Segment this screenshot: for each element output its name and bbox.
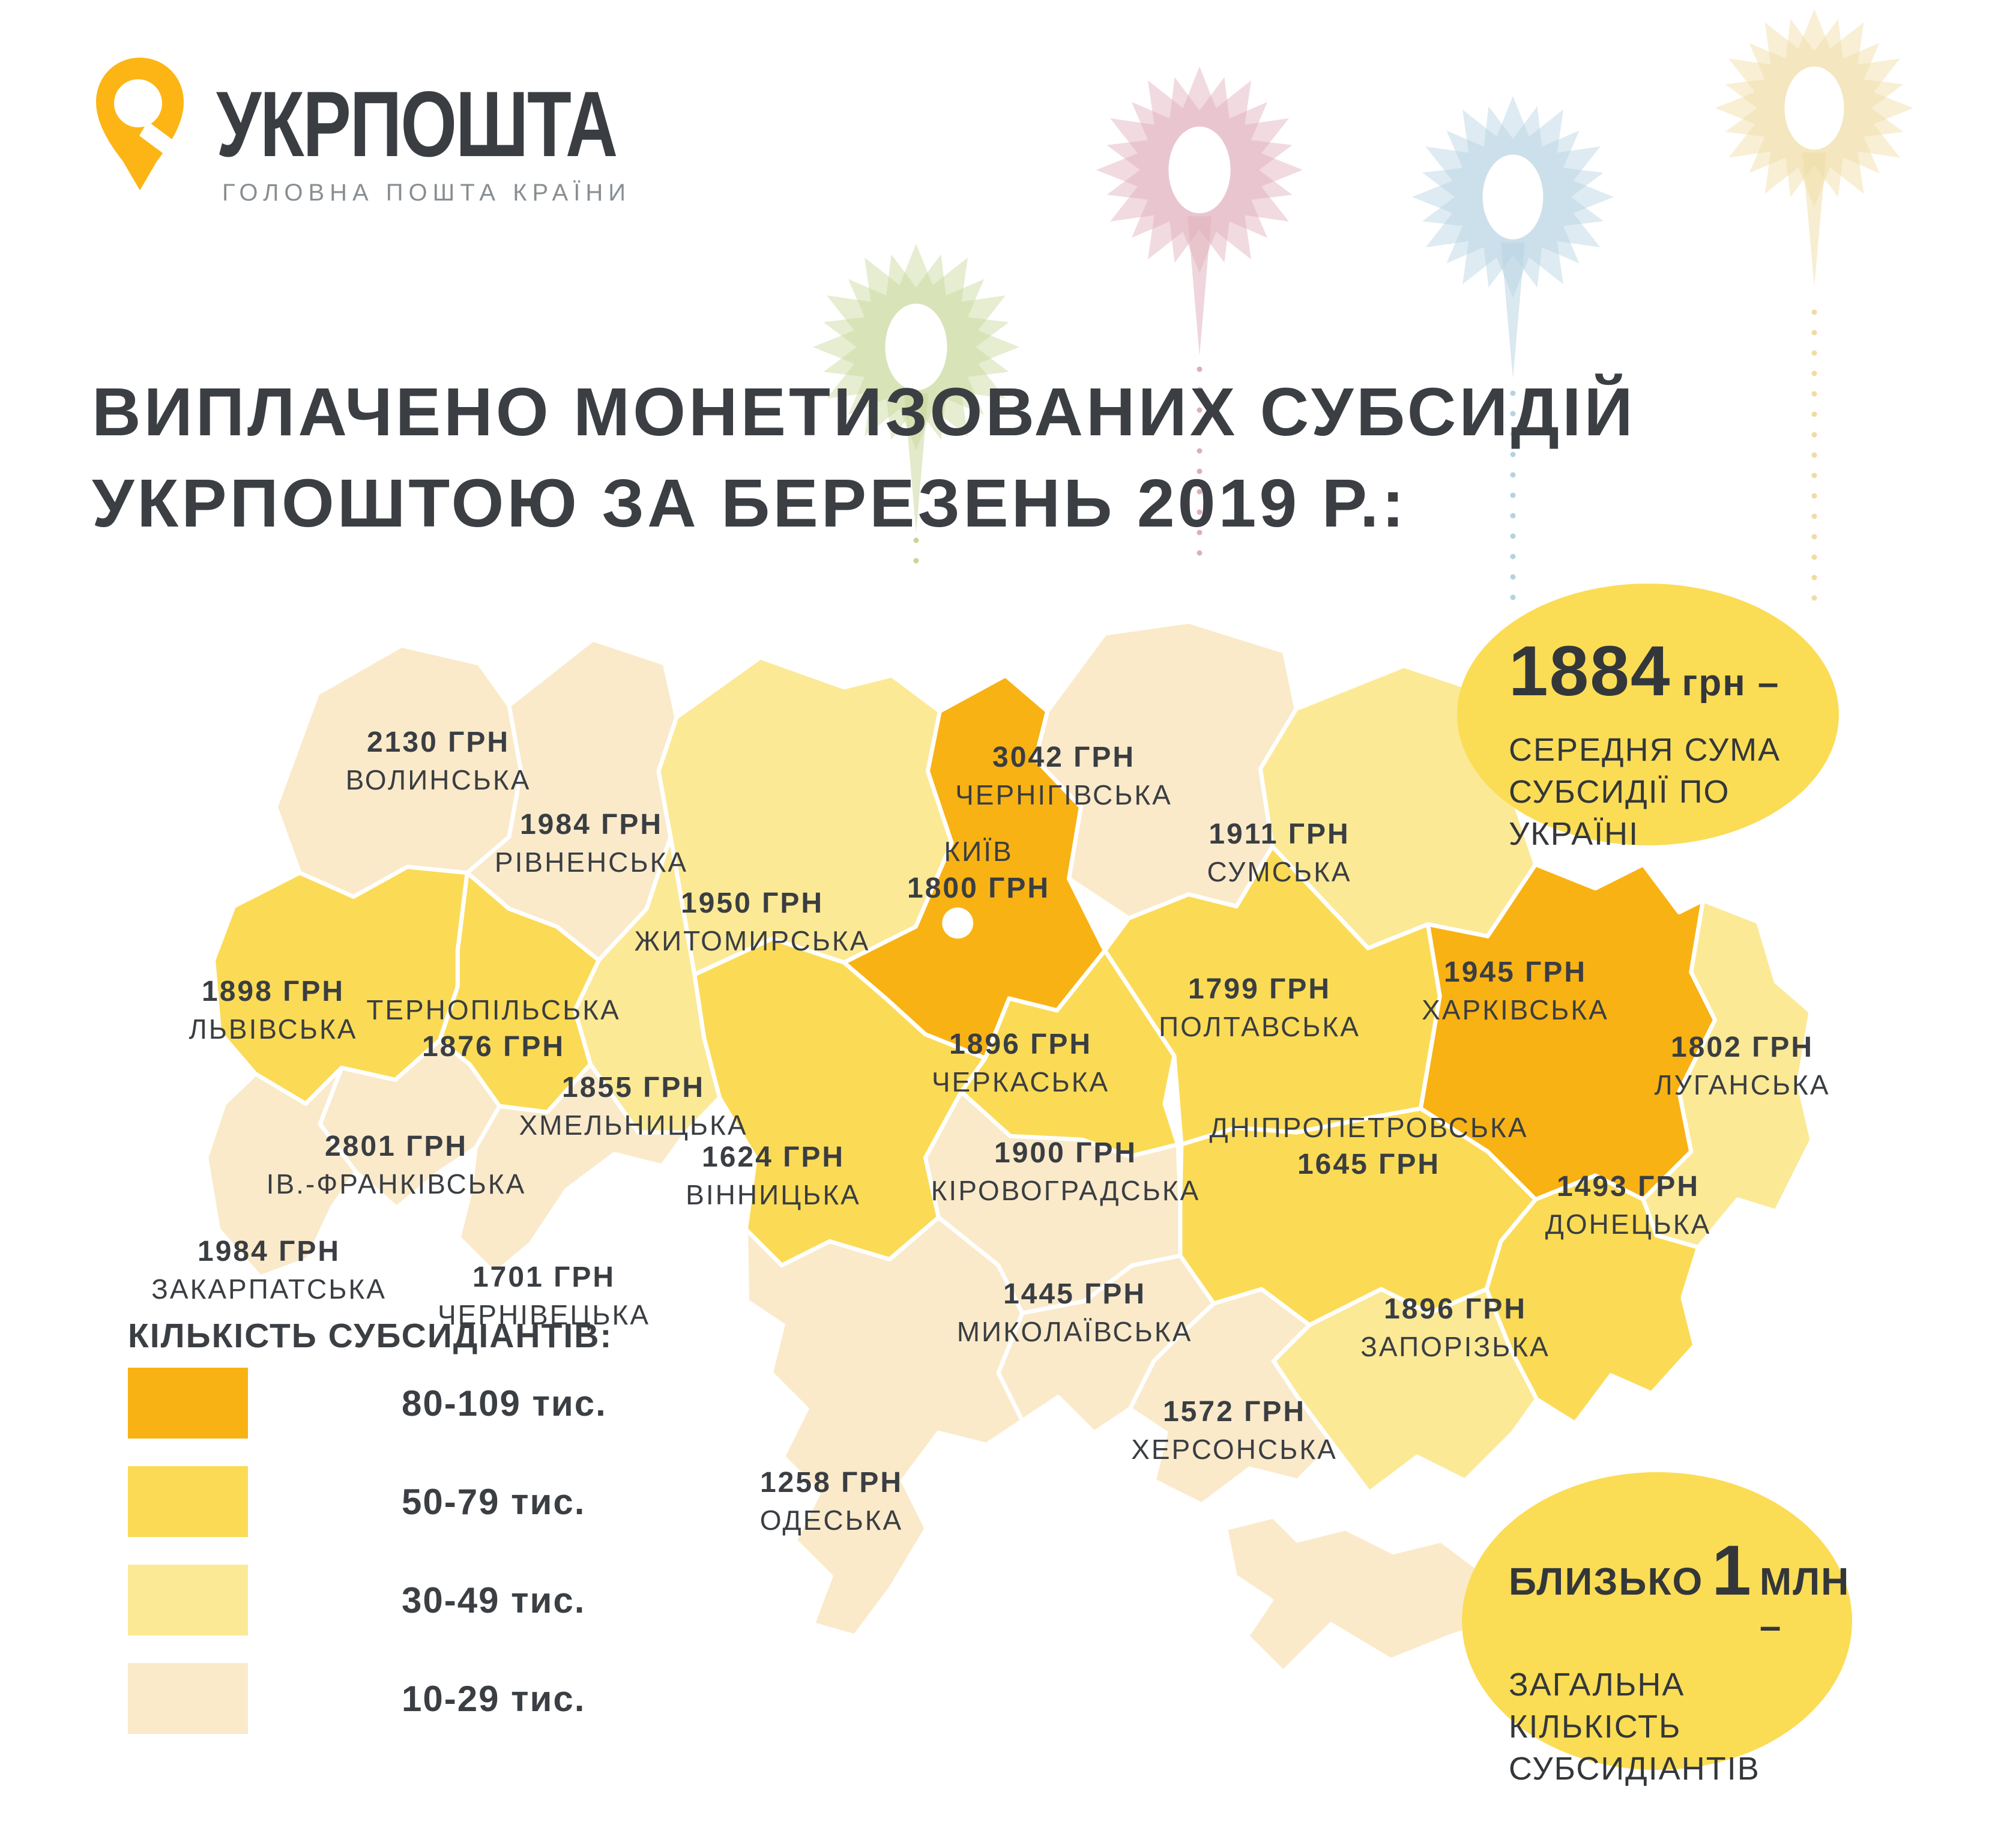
- legend-swatch-50-79: [128, 1466, 248, 1537]
- decor-star-spike: [1188, 216, 1212, 356]
- legend-item-80-109: 80-109 тис.: [128, 1368, 607, 1439]
- page-title-line2: УКРПОШТОЮ ЗА БЕРЕЗЕНЬ 2019 Р.:: [92, 465, 1408, 541]
- region-luhansk: [1641, 898, 1814, 1249]
- legend-label-10-29: 10-29 тис.: [402, 1678, 586, 1719]
- callout-total-caption-line1: ЗАГАЛЬНА КІЛЬКІСТЬ: [1509, 1667, 1685, 1745]
- region-cherkasy: [959, 948, 1180, 1159]
- callout-total-caption-line2: СУБСИДІАНТІВ: [1509, 1751, 1760, 1787]
- callout-total-value: 1: [1712, 1531, 1751, 1610]
- callout-average-value: 1884: [1509, 632, 1671, 711]
- legend-label-80-109: 80-109 тис.: [402, 1383, 607, 1424]
- legend-title: КІЛЬКІСТЬ СУБСИДІАНТІВ:: [128, 1317, 613, 1355]
- decor-star-hole: [1784, 66, 1844, 150]
- page-title-line1: ВИПЛАЧЕНО МОНЕТИЗОВАНИХ СУБСИДІЙ: [92, 374, 1636, 450]
- ukraine-map: [204, 619, 1814, 1674]
- legend-swatch-30-49: [128, 1565, 248, 1635]
- page-title: ВИПЛАЧЕНО МОНЕТИЗОВАНИХ СУБСИДІЙ УКРПОШТ…: [92, 366, 1636, 549]
- decor-star-spike: [1501, 242, 1525, 379]
- brand-name: УКРПОШТА: [216, 72, 618, 176]
- callout-total-value-line: БЛИЗЬКО 1 МЛН –: [1509, 1530, 1849, 1648]
- legend-swatch-80-109: [128, 1368, 248, 1439]
- callout-average-caption-line1: СЕРЕДНЯ СУМА: [1509, 732, 1781, 768]
- region-zhytomyr: [656, 655, 954, 977]
- region-vinnytsia: [692, 936, 988, 1267]
- callout-total-recipients: БЛИЗЬКО 1 МЛН – ЗАГАЛЬНА КІЛЬКІСТЬ СУБСИ…: [1462, 1472, 1852, 1787]
- legend-item-50-79: 50-79 тис.: [128, 1466, 585, 1537]
- decor-star-spike: [904, 393, 928, 533]
- callout-average-caption-line2: СУБСИДІЇ ПО УКРАЇНІ: [1509, 774, 1730, 852]
- callout-average-unit: грн –: [1682, 662, 1780, 704]
- kyiv-city-dot: [942, 907, 974, 939]
- region-chernivtsi: [456, 1062, 689, 1276]
- region-zakarpattia: [204, 1066, 358, 1279]
- decor-star-hole: [1482, 154, 1544, 240]
- ukrposhta-pin-icon: [96, 58, 185, 190]
- region-ivano_frankivsk: [318, 1038, 502, 1210]
- decor-star-hole: [1168, 126, 1231, 214]
- decor-star-hole: [885, 303, 947, 391]
- callout-total-suffix: МЛН –: [1759, 1560, 1850, 1647]
- map-regions-group: [204, 619, 1814, 1674]
- decor-star-spike: [1802, 152, 1826, 286]
- callout-average-value-line: 1884 грн –: [1509, 630, 1821, 712]
- legend-swatch-10-29: [128, 1663, 248, 1734]
- legend-label-50-79: 50-79 тис.: [402, 1481, 586, 1522]
- brand-tagline: ГОЛОВНА ПОШТА КРАЇНИ: [222, 180, 631, 206]
- region-odesa: [743, 1215, 1025, 1638]
- legend-item-30-49: 30-49 тис.: [128, 1565, 585, 1635]
- legend-label-30-49: 30-49 тис.: [402, 1580, 586, 1620]
- callout-total-prefix: БЛИЗЬКО: [1509, 1560, 1704, 1603]
- legend-item-10-29: 10-29 тис.: [128, 1663, 585, 1734]
- callout-average-subsidy: 1884 грн – СЕРЕДНЯ СУМА СУБСИДІЇ ПО УКРА…: [1457, 584, 1839, 852]
